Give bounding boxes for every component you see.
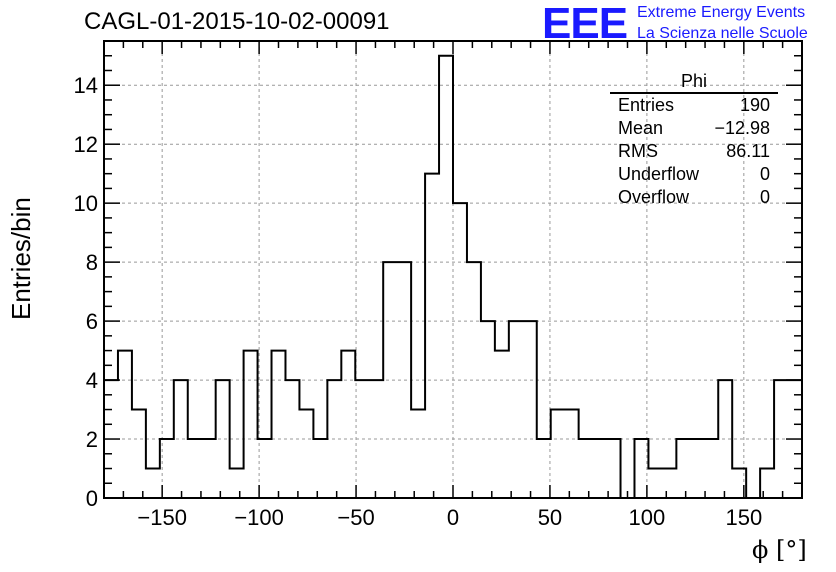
histogram-bin	[174, 380, 188, 498]
histogram-bin	[481, 321, 495, 498]
y-tick-label: 2	[86, 427, 98, 452]
histogram-bin	[565, 410, 579, 498]
y-tick-label: 4	[86, 368, 98, 393]
histogram-bin	[146, 469, 160, 498]
histogram-bin	[509, 321, 523, 498]
histogram-bin	[676, 439, 690, 498]
stats-row-underflow: Underflow 0	[610, 163, 778, 186]
stats-label: RMS	[618, 141, 658, 161]
x-axis-label: ϕ [°]	[752, 536, 807, 564]
stats-label: Overflow	[618, 187, 690, 207]
stats-row-entries: Entries 190	[610, 94, 778, 117]
histogram-bin	[272, 351, 286, 498]
x-tick-label: −150	[137, 505, 187, 530]
histogram-bin	[579, 439, 593, 498]
stats-title: Phi	[610, 70, 778, 94]
histogram-bin	[188, 439, 202, 498]
x-tick-label: 150	[725, 505, 762, 530]
histogram-bin	[523, 321, 537, 498]
histogram-bin	[244, 351, 258, 498]
stats-value: 190	[739, 95, 770, 115]
histogram-bin	[341, 351, 355, 498]
histogram-bin	[313, 439, 327, 498]
histogram-bin	[230, 469, 244, 498]
histogram-bin	[202, 439, 216, 498]
histogram-bin	[495, 351, 509, 498]
y-tick-label: 10	[74, 191, 98, 216]
histogram-bin	[537, 439, 551, 498]
y-tick-label: 6	[86, 309, 98, 334]
histogram-bin	[118, 351, 132, 498]
histogram-bin	[216, 380, 230, 498]
stats-value: 86.11	[726, 141, 770, 161]
stats-box: Phi Entries 190 Mean −12.98 RMS 86.11 Un…	[610, 70, 778, 209]
histogram-bin	[662, 469, 676, 498]
histogram-bin	[760, 469, 774, 498]
stats-value: −12.98	[714, 118, 770, 138]
x-tick-label: −50	[337, 505, 374, 530]
histogram-bin	[453, 203, 467, 498]
histogram-bin	[411, 410, 425, 498]
y-tick-label: 0	[86, 486, 98, 511]
histogram-bin	[383, 262, 397, 498]
histogram-bin	[425, 174, 439, 498]
eee-logo: EEE	[542, 0, 628, 48]
y-tick-label: 14	[74, 73, 98, 98]
stats-value: 0	[759, 187, 770, 207]
histogram-bin	[593, 439, 607, 498]
y-tick-label: 12	[74, 132, 98, 157]
histogram-outline	[104, 54, 802, 499]
logo-line2: La Scienza nelle Scuole	[637, 25, 808, 42]
y-tick-label: 8	[86, 250, 98, 275]
x-tick-label: 50	[538, 505, 562, 530]
x-tick-label: 100	[629, 505, 666, 530]
histogram-bin	[704, 439, 718, 498]
stats-label: Underflow	[618, 164, 700, 184]
histogram-bin	[299, 410, 313, 498]
stats-label: Mean	[618, 118, 664, 138]
histogram-bin	[551, 410, 565, 498]
histogram-bin	[132, 410, 146, 498]
chart-title: CAGL-01-2015-10-02-00091	[84, 8, 390, 35]
histogram-bin	[690, 439, 704, 498]
logo-line1: Extreme Energy Events	[637, 4, 806, 21]
x-tick-label: 0	[447, 505, 459, 530]
stats-row-overflow: Overflow 0	[610, 186, 778, 209]
x-tick-label: −100	[234, 505, 284, 530]
histogram-bin	[439, 56, 453, 498]
stats-row-rms: RMS 86.11	[610, 140, 778, 163]
stats-value: 0	[759, 164, 770, 184]
stats-row-mean: Mean −12.98	[610, 117, 778, 140]
histogram-bin	[648, 469, 662, 498]
stats-label: Entries	[618, 95, 675, 115]
histogram-bin	[607, 439, 621, 498]
y-axis-label: Entries/bin	[6, 197, 36, 320]
